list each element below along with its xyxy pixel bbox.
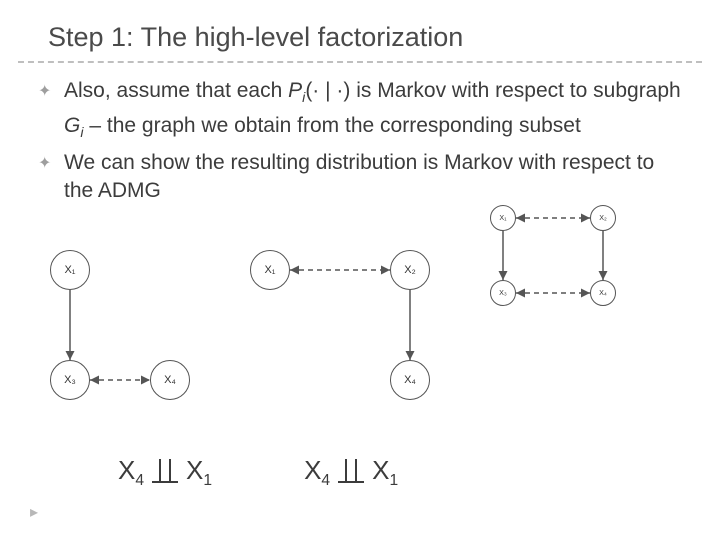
slide-marker-icon: ▸ bbox=[30, 502, 38, 522]
var-a: X4 bbox=[304, 455, 330, 490]
bullet-text: We can show the resulting distribution i… bbox=[64, 149, 682, 205]
graph-node: X₃ bbox=[490, 280, 516, 306]
var-a: X4 bbox=[118, 455, 144, 490]
graph-node: X₄ bbox=[590, 280, 616, 306]
independence-symbol-icon bbox=[338, 459, 364, 485]
graph-node: X₁ bbox=[250, 250, 290, 290]
graph-node: X₄ bbox=[390, 360, 430, 400]
bullet-list: ✦ Also, assume that each Pi(· | ·) is Ma… bbox=[0, 63, 720, 205]
slide-title: Step 1: The high-level factorization bbox=[48, 22, 672, 53]
title-bar: Step 1: The high-level factorization bbox=[18, 0, 702, 63]
bullet-glyph-icon: ✦ bbox=[38, 149, 64, 179]
independence-symbol-icon bbox=[152, 459, 178, 485]
graph-node: X₃ bbox=[50, 360, 90, 400]
bullet-glyph-icon: ✦ bbox=[38, 77, 64, 107]
independence-row: X4 X1 X4 X1 bbox=[0, 455, 720, 490]
var-b: X1 bbox=[186, 455, 212, 490]
graph-node: X₂ bbox=[390, 250, 430, 290]
graph-node: X₁ bbox=[490, 205, 516, 231]
var-b: X1 bbox=[372, 455, 398, 490]
bullet-item: ✦ Also, assume that each Pi(· | ·) is Ma… bbox=[38, 77, 682, 147]
graph-node: X₁ bbox=[50, 250, 90, 290]
graphs-area: X₁X₃X₄ X₁X₂X₄ X₁X₂X₃X₄ bbox=[0, 250, 720, 450]
graph-node: X₂ bbox=[590, 205, 616, 231]
independence-statement-left: X4 X1 bbox=[118, 455, 212, 490]
bullet-text: Also, assume that each Pi(· | ·) is Mark… bbox=[64, 77, 682, 147]
independence-statement-right: X4 X1 bbox=[304, 455, 398, 490]
bullet-item: ✦ We can show the resulting distribution… bbox=[38, 149, 682, 205]
graph-node: X₄ bbox=[150, 360, 190, 400]
